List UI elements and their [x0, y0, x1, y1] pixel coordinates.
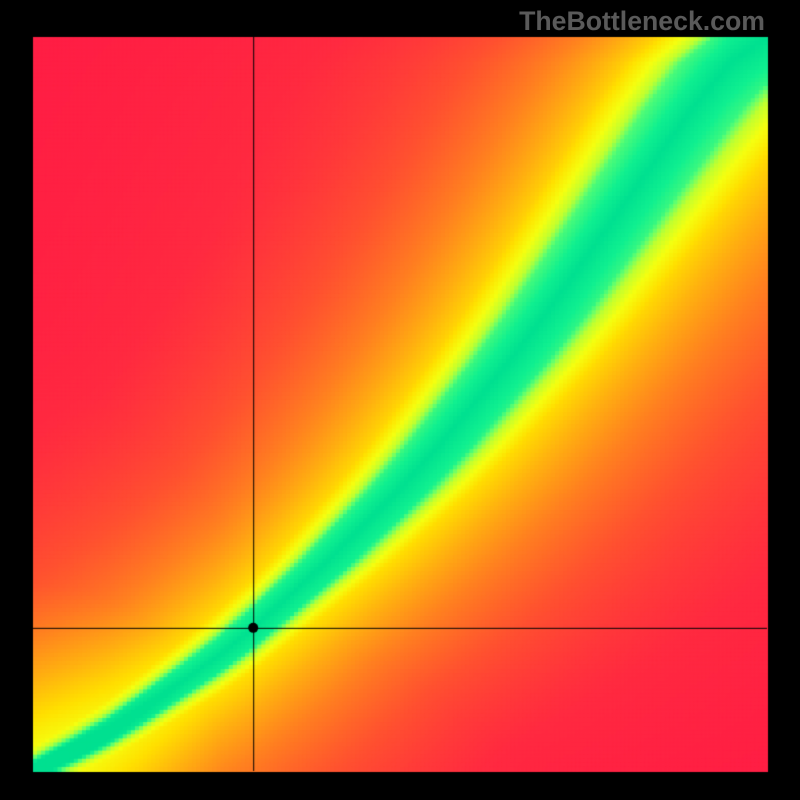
watermark-text: TheBottleneck.com [519, 6, 765, 37]
bottleneck-heatmap [0, 0, 800, 800]
